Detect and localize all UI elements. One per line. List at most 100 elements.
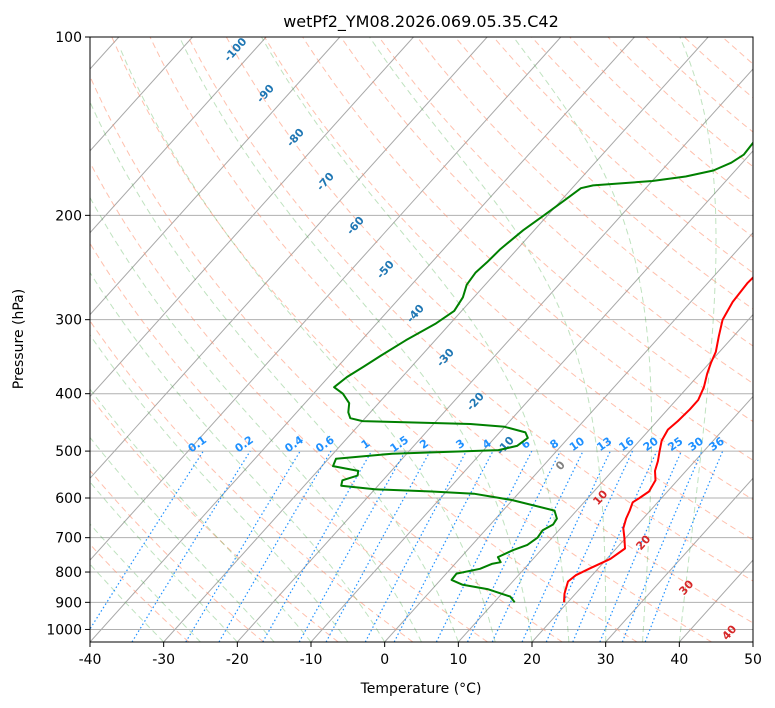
isotherm: [90, 37, 414, 398]
y-tick-label: 1000: [46, 622, 82, 638]
x-tick-label: 30: [597, 652, 615, 668]
dry-adiabat: [264, 37, 753, 501]
x-tick-label: 50: [744, 652, 762, 668]
x-axis: -40 -30 -20 -10 0 10 20 30 40 50: [79, 642, 762, 668]
y-tick-label: 900: [55, 595, 82, 611]
mixing-ratio-line: [325, 450, 431, 642]
isotherm: [384, 231, 753, 642]
isotherm: [236, 68, 753, 642]
mixing-ratio-label: 1: [359, 437, 373, 452]
dry-adiabat: [90, 161, 563, 642]
mixing-ratio-line: [491, 450, 584, 642]
x-tick-label: 40: [670, 652, 688, 668]
dry-adiabat: [416, 37, 753, 347]
dry-adiabat: [111, 37, 712, 642]
x-tick-label: -30: [152, 652, 175, 668]
isotherm-label: -90: [254, 82, 277, 106]
x-tick-label: 0: [380, 652, 389, 668]
y-tick-label: 500: [55, 444, 82, 460]
x-tick-label: -40: [79, 652, 102, 668]
x-tick-label: -20: [226, 652, 249, 668]
dry-adiabat: [90, 469, 264, 642]
background-lines: [90, 37, 753, 642]
dry-adiabat: [90, 395, 339, 642]
x-tick-label: 10: [449, 652, 467, 668]
isotherm: [531, 395, 753, 642]
dry-adiabat: [378, 37, 753, 385]
moist-adiabat: [90, 271, 386, 642]
isotherm: [605, 477, 753, 642]
red-label: 20: [633, 532, 653, 552]
dry-adiabat: [683, 37, 753, 99]
mixing-ratio-line: [185, 450, 301, 642]
moist-adiabat: [512, 37, 653, 642]
y-axis-label: Pressure (hPa): [11, 289, 27, 389]
dry-adiabat: [607, 37, 753, 168]
mixing-ratio-label: 0.2: [232, 433, 255, 455]
mixing-ratio-line: [90, 450, 204, 631]
x-tick-label: 20: [523, 652, 541, 668]
mixing-ratio-line: [131, 450, 251, 642]
red-label: 10: [590, 487, 610, 507]
mixing-ratio-label: 1.5: [388, 433, 411, 455]
mixing-ratio-line: [599, 450, 682, 642]
series-layer: [332, 141, 753, 603]
isotherm-label: -30: [434, 346, 457, 370]
moist-adiabat: [90, 436, 275, 642]
red-label: 40: [719, 622, 739, 642]
isotherm: [163, 37, 709, 642]
moist-adiabat: [261, 37, 570, 642]
isotherm: [90, 37, 635, 642]
mixing-ratio-line: [262, 450, 373, 642]
isotherm: [90, 37, 562, 561]
isotherm: [90, 37, 193, 152]
dry-adiabat: [90, 320, 414, 642]
temperature-line: [563, 276, 753, 603]
x-tick-label: -10: [300, 652, 323, 668]
mixing-ratio-line: [621, 450, 703, 642]
y-axis: 1000 900 800 700 600 500 400 300 200 100: [46, 30, 90, 638]
mixing-ratio-line: [466, 450, 561, 642]
isotherm: [457, 313, 753, 642]
isotherm: [90, 37, 341, 316]
isotherm: [90, 37, 488, 480]
isotherm-label: -10: [494, 434, 517, 458]
moist-adiabat: [90, 481, 238, 642]
moist-adiabat: [90, 334, 349, 642]
mixing-ratio-label: 8: [547, 437, 561, 452]
mixing-ratio-line: [298, 450, 406, 642]
moist-adiabat: [90, 100, 459, 642]
dry-adiabat: [225, 37, 753, 541]
mixing-ratio-line: [435, 450, 533, 642]
moist-adiabat: [120, 49, 496, 642]
plot-frame: [89, 36, 754, 643]
x-axis-label: Temperature (°C): [360, 681, 482, 697]
dewpoint-line: [332, 141, 753, 603]
mixing-ratio-label: 0.4: [282, 433, 306, 455]
y-tick-label: 800: [55, 565, 82, 581]
y-tick-label: 200: [55, 208, 82, 224]
y-tick-label: 100: [55, 30, 82, 46]
y-tick-label: 600: [55, 491, 82, 507]
y-tick-label: 700: [55, 531, 82, 547]
mixing-ratio-line: [364, 450, 467, 642]
mixing-ratio-line: [644, 450, 724, 642]
moist-adiabat: [90, 196, 422, 642]
zero-label: 0: [553, 458, 568, 473]
y-tick-label: 300: [55, 313, 82, 329]
moist-adiabat: [90, 388, 312, 642]
mixing-ratio-label: 0.1: [186, 433, 209, 455]
dry-adiabat: [531, 37, 753, 238]
isotherm-label: -60: [344, 214, 367, 238]
mixing-ratio-line: [572, 450, 658, 642]
isotherm: [752, 641, 753, 642]
isotherm: [90, 37, 267, 234]
y-tick-label: 400: [55, 387, 82, 403]
line-labels: 0.1 0.2 0.4 0.6 1 1.5 2 3 4 6 8 10 13 16 20 25 30 36-100-…: [186, 35, 740, 643]
moist-adiabat: [369, 37, 607, 642]
dry-adiabat: [90, 543, 190, 642]
isotherm-label: -50: [374, 258, 397, 282]
dry-adiabat: [90, 242, 488, 642]
dry-adiabat: [454, 37, 753, 310]
